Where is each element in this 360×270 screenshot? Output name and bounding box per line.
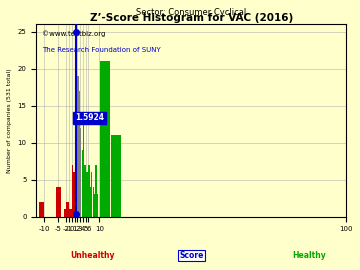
Bar — [73, 172, 75, 217]
Bar — [79, 91, 80, 217]
Bar — [96, 194, 98, 217]
Bar — [69, 209, 72, 217]
Bar — [100, 61, 110, 217]
Bar — [84, 165, 86, 217]
Bar — [64, 209, 66, 217]
Text: Score: Score — [179, 251, 203, 260]
Bar — [77, 76, 79, 217]
Bar — [83, 120, 84, 217]
Bar — [76, 120, 77, 217]
Bar — [89, 165, 90, 217]
Text: 1.5924: 1.5924 — [75, 113, 104, 123]
Bar — [39, 202, 44, 217]
Bar — [90, 187, 91, 217]
Bar — [55, 187, 61, 217]
Bar — [67, 202, 69, 217]
Bar — [111, 135, 121, 217]
Bar — [75, 106, 76, 217]
Text: The Research Foundation of SUNY: The Research Foundation of SUNY — [42, 47, 161, 53]
Text: Healthy: Healthy — [292, 251, 326, 260]
Title: Z’-Score Histogram for VAC (2016): Z’-Score Histogram for VAC (2016) — [90, 14, 293, 23]
Bar — [80, 128, 81, 217]
Y-axis label: Number of companies (531 total): Number of companies (531 total) — [7, 68, 12, 173]
Text: ©www.textbiz.org: ©www.textbiz.org — [42, 30, 106, 37]
Text: Unhealthy: Unhealthy — [70, 251, 114, 260]
Bar — [93, 187, 94, 217]
Bar — [87, 172, 88, 217]
Bar — [86, 172, 87, 217]
Bar — [81, 150, 83, 217]
Bar — [91, 172, 93, 217]
Bar — [72, 165, 73, 217]
Text: Sector: Consumer Cyclical: Sector: Consumer Cyclical — [136, 8, 246, 16]
Bar — [95, 165, 96, 217]
Bar — [94, 194, 95, 217]
